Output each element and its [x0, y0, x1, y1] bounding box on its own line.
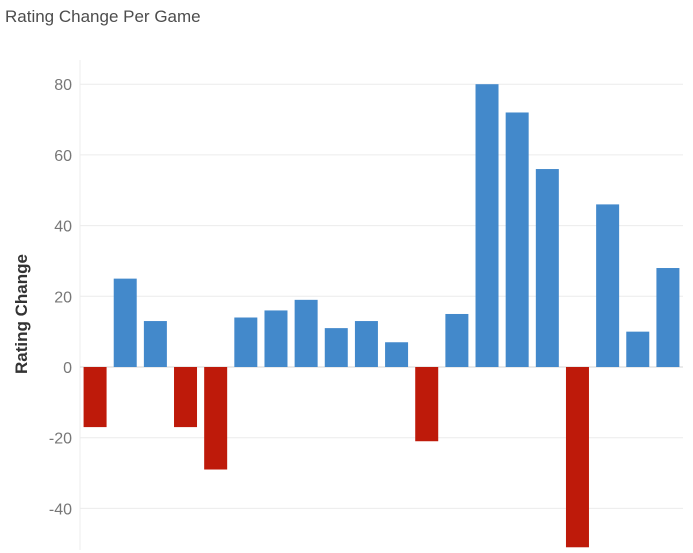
- bar[interactable]: [294, 299, 318, 367]
- bar[interactable]: [475, 84, 499, 367]
- bar[interactable]: [113, 278, 137, 368]
- y-axis-title: Rating Change: [12, 254, 31, 374]
- bar[interactable]: [354, 321, 378, 367]
- bar[interactable]: [234, 317, 258, 367]
- y-tick-label: 20: [54, 289, 72, 306]
- bar[interactable]: [385, 342, 409, 367]
- bar[interactable]: [656, 268, 680, 367]
- y-tick-label: -40: [49, 501, 72, 518]
- gridlines: [79, 60, 683, 550]
- bar[interactable]: [565, 367, 589, 548]
- bars: [83, 84, 680, 548]
- bar[interactable]: [505, 112, 529, 367]
- y-tick-label: 60: [54, 148, 72, 165]
- bar[interactable]: [626, 331, 650, 367]
- y-tick-label: -20: [49, 431, 72, 448]
- bar[interactable]: [535, 169, 559, 367]
- bar[interactable]: [415, 367, 439, 442]
- bar[interactable]: [83, 367, 107, 428]
- bar[interactable]: [324, 328, 348, 367]
- bar[interactable]: [143, 321, 167, 367]
- bar[interactable]: [596, 204, 620, 367]
- bar[interactable]: [264, 310, 288, 367]
- y-tick-label: 40: [54, 219, 72, 236]
- y-tick-label: 80: [54, 77, 72, 94]
- bar[interactable]: [445, 313, 469, 367]
- chart-title: Rating Change Per Game: [5, 7, 201, 26]
- bar[interactable]: [174, 367, 198, 428]
- y-axis-ticks: 80 60 40 20 0 -20 -40: [49, 77, 72, 518]
- bar[interactable]: [204, 367, 228, 470]
- y-tick-label: 0: [63, 360, 72, 377]
